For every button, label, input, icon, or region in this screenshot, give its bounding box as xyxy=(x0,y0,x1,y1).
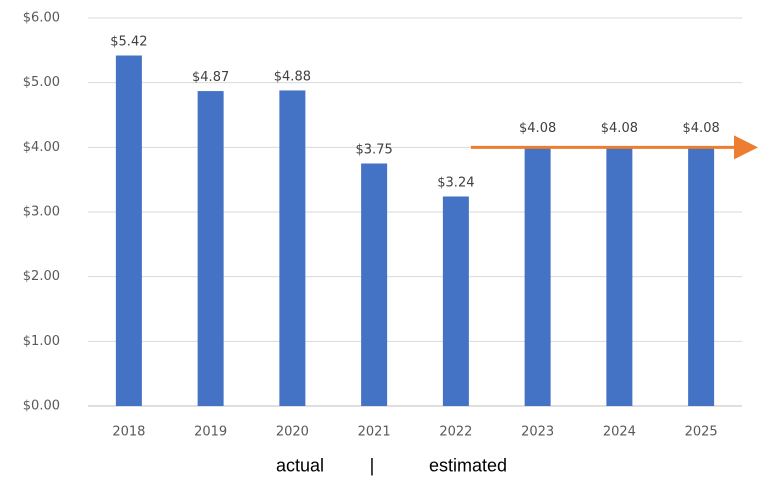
data-label-2025: $4.08 xyxy=(683,121,720,136)
bar-2022 xyxy=(442,196,469,406)
data-labels: $5.42 $4.87 $4.88 $3.75 $3.24 $4.08 $4.08 $4.08 xyxy=(110,35,719,191)
y-axis-ticks: $0.00 $1.00 $2.00 $3.00 $4.00 $5.00 $6.00 xyxy=(23,11,60,414)
bar-2018 xyxy=(115,55,142,407)
x-tick-label-2023: 2023 xyxy=(521,425,554,440)
data-label-2023: $4.08 xyxy=(519,121,556,136)
y-tick-label: $4.00 xyxy=(23,140,60,155)
x-tick-label-2019: 2019 xyxy=(194,425,227,440)
bars xyxy=(115,55,715,407)
x-tick-label-2024: 2024 xyxy=(603,425,636,440)
data-label-2018: $5.42 xyxy=(110,35,147,50)
gridlines xyxy=(88,17,742,407)
x-tick-label-2021: 2021 xyxy=(358,425,391,440)
data-label-2019: $4.87 xyxy=(192,70,229,85)
footer-actual-label: actual xyxy=(275,455,325,476)
bar-2021 xyxy=(361,163,388,406)
data-label-2024: $4.08 xyxy=(601,121,638,136)
x-tick-label-2025: 2025 xyxy=(685,425,718,440)
x-tick-label-2018: 2018 xyxy=(112,425,145,440)
y-tick-label: $2.00 xyxy=(23,269,60,284)
data-label-2020: $4.88 xyxy=(274,69,311,84)
x-tick-label-2020: 2020 xyxy=(276,425,309,440)
bar-2024 xyxy=(606,147,633,407)
y-tick-label: $3.00 xyxy=(23,205,60,220)
x-tick-label-2022: 2022 xyxy=(439,425,472,440)
footer-separator: | xyxy=(369,455,375,476)
bar-2019 xyxy=(197,91,224,406)
y-tick-label: $5.00 xyxy=(23,75,60,90)
y-tick-label: $6.00 xyxy=(23,11,60,26)
y-tick-label: $1.00 xyxy=(23,334,60,349)
data-label-2021: $3.75 xyxy=(356,143,393,158)
bar-2020 xyxy=(279,90,306,406)
x-axis-ticks: 2018 2019 2020 2021 2022 2023 2024 2025 xyxy=(112,425,717,440)
footer-estimated-label: estimated xyxy=(428,455,508,476)
bar-2025 xyxy=(688,147,715,407)
y-tick-label: $0.00 xyxy=(23,399,60,414)
bar-2023 xyxy=(524,147,551,407)
data-label-2022: $3.24 xyxy=(437,175,474,190)
